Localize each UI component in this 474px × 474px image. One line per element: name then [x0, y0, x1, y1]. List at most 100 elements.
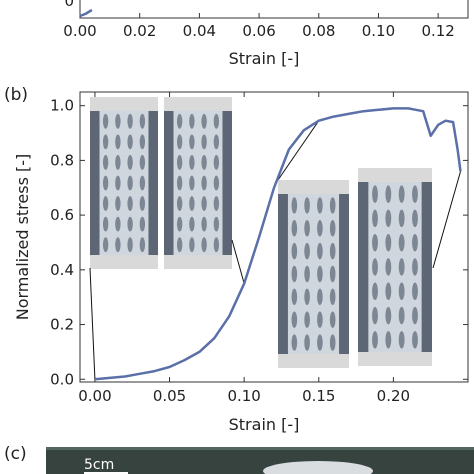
- inset-specimen-4-cell-hole: [372, 209, 378, 228]
- inset-specimen-1: [90, 97, 158, 269]
- inset-specimen-3-cell-hole: [291, 197, 298, 214]
- inset-specimen-3: [278, 180, 349, 368]
- inset-specimen-2-cell-hole: [201, 134, 207, 150]
- inset-specimen-3-cell-hole: [304, 265, 310, 283]
- panel-b-y-tick-label: 0.2: [50, 316, 74, 334]
- panel-b-y-tick-label: 1.0: [50, 97, 74, 115]
- inset-specimen-4-cell-hole: [412, 209, 418, 228]
- panel-a-x-tick-label: 0.02: [123, 22, 156, 40]
- inset-specimen-1-cell-hole: [115, 216, 121, 232]
- inset-specimen-4-cell-hole: [385, 282, 392, 301]
- inset-specimen-1-cell-hole: [127, 113, 133, 129]
- panel-a-x-tick-label: 0.12: [421, 22, 454, 40]
- inset-specimen-3-cell-hole: [291, 242, 298, 260]
- inset-specimen-4-cell-hole: [385, 185, 392, 203]
- inset-specimen-1-bottom-clamp: [90, 255, 158, 269]
- panel-a-x-tick-label: 0.10: [362, 22, 395, 40]
- inset-specimen-3-cell-hole: [317, 288, 323, 306]
- inset-specimen-3-cell-hole: [317, 220, 323, 237]
- inset-specimen-2-cell-hole: [189, 196, 195, 211]
- inset-specimen-1-cell-hole: [115, 134, 121, 150]
- inset-specimen-2-cell-hole: [189, 175, 195, 191]
- inset-specimen-4-cell-hole: [398, 331, 405, 349]
- inset-specimen-4-cell-hole: [385, 233, 392, 252]
- inset-specimen-2-cell-hole: [189, 237, 195, 253]
- inset-specimen-3-cell-hole: [329, 242, 336, 260]
- panel-b-y-axis-label: Normalized stress [-]: [13, 154, 32, 321]
- inset-leader-line: [432, 171, 462, 269]
- inset-specimen-4-cell-hole: [372, 331, 378, 349]
- inset-specimen-2-cell-hole: [213, 237, 220, 253]
- inset-specimen-2-cell-hole: [176, 216, 183, 232]
- inset-specimen-2-cell-hole: [213, 196, 220, 211]
- inset-specimen-2-cell-hole: [201, 196, 207, 211]
- inset-specimen-3-cell-hole: [329, 288, 336, 306]
- panel-a-y-tick-label: 0: [64, 0, 74, 10]
- inset-specimen-3-cell-hole: [304, 197, 310, 214]
- inset-specimen-3-cell-hole: [317, 242, 323, 260]
- inset-specimen-3-cell-hole: [291, 334, 298, 351]
- inset-specimen-3-cell-hole: [304, 334, 310, 351]
- inset-specimen-1-cell-hole: [139, 196, 146, 211]
- inset-specimen-1-cell-hole: [115, 175, 121, 191]
- inset-specimen-3-cell-hole: [304, 242, 310, 260]
- panel-b-x-tick-label: 0.10: [227, 387, 260, 405]
- panel-b-series-line: [94, 107, 462, 381]
- inset-specimen-2-cell-hole: [201, 155, 207, 170]
- inset-specimen-4-cell-hole: [412, 233, 418, 252]
- inset-specimen-4-cell-hole: [385, 258, 392, 276]
- inset-specimen-4-top-clamp: [358, 168, 432, 182]
- inset-specimen-1-cell-hole: [139, 237, 146, 253]
- panel-b-x-tick-label: 0.00: [78, 387, 111, 405]
- panel-c-photo-background: [46, 447, 474, 474]
- inset-specimen-3-cell-hole: [329, 220, 336, 237]
- inset-specimen-1-top-clamp: [90, 97, 158, 111]
- panel-c-label: (c): [4, 444, 27, 464]
- inset-specimen-4-cell-hole: [398, 282, 405, 301]
- inset-specimen-1-cell-hole: [139, 134, 146, 150]
- inset-specimen-3-cell-hole: [317, 197, 323, 214]
- inset-specimen-4-bottom-clamp: [358, 352, 432, 366]
- inset-specimen-3-cell-hole: [291, 265, 298, 283]
- inset-specimen-3-cell-hole: [317, 311, 323, 328]
- inset-specimen-1-cell-hole: [102, 216, 109, 232]
- panel-b-y-tick-label: 0.0: [50, 370, 74, 388]
- panel-b-x-tick-label: 0.15: [302, 387, 335, 405]
- inset-specimen-2-cell-hole: [176, 175, 183, 191]
- inset-specimen-1-cell-hole: [115, 237, 121, 253]
- inset-specimen-4-cell-hole: [385, 209, 392, 228]
- inset-specimen-2-cell-hole: [189, 113, 195, 129]
- inset-specimen-2-cell-hole: [201, 216, 207, 232]
- inset-specimen-4-cell-hole: [398, 209, 405, 228]
- inset-specimen-2-cell-hole: [201, 237, 207, 253]
- inset-specimen-4-cell-hole: [412, 282, 418, 301]
- panel-a-x-tick-label: 0.08: [302, 22, 335, 40]
- inset-specimen-3-cell-hole: [304, 288, 310, 306]
- inset-specimen-3-cell-hole: [304, 220, 310, 237]
- inset-specimen-4-cell-hole: [372, 233, 378, 252]
- inset-specimen-1-cell-hole: [127, 134, 133, 150]
- inset-specimen-4-cell-hole: [372, 185, 378, 203]
- inset-specimen-2-cell-hole: [176, 134, 183, 150]
- inset-leader-line: [277, 120, 320, 181]
- inset-specimen-2-cell-hole: [201, 113, 207, 129]
- panel-a-x-tick-label: 0.06: [242, 22, 275, 40]
- inset-specimen-1-cell-hole: [139, 113, 146, 129]
- inset-specimen-1-cell-hole: [115, 196, 121, 211]
- panel-a-frame: [79, 0, 469, 19]
- inset-specimen-2-cell-hole: [189, 134, 195, 150]
- inset-specimen-1-cell-hole: [127, 175, 133, 191]
- inset-specimen-3-bottom-clamp: [278, 354, 349, 368]
- inset-specimen-4-cell-hole: [372, 282, 378, 301]
- inset-specimen-4-cell-hole: [412, 258, 418, 276]
- inset-leader-line: [89, 267, 96, 380]
- inset-specimen-2-cell-hole: [213, 216, 220, 232]
- inset-specimen-3-top-clamp: [278, 180, 349, 194]
- inset-specimen-3-cell-hole: [304, 311, 310, 328]
- inset-specimen-3-cell-hole: [329, 265, 336, 283]
- inset-specimen-2-cell-hole: [213, 134, 220, 150]
- inset-specimen-2: [164, 97, 232, 269]
- panel-b-y-tick-label: 0.4: [50, 261, 74, 279]
- inset-specimen-4-cell-hole: [398, 258, 405, 276]
